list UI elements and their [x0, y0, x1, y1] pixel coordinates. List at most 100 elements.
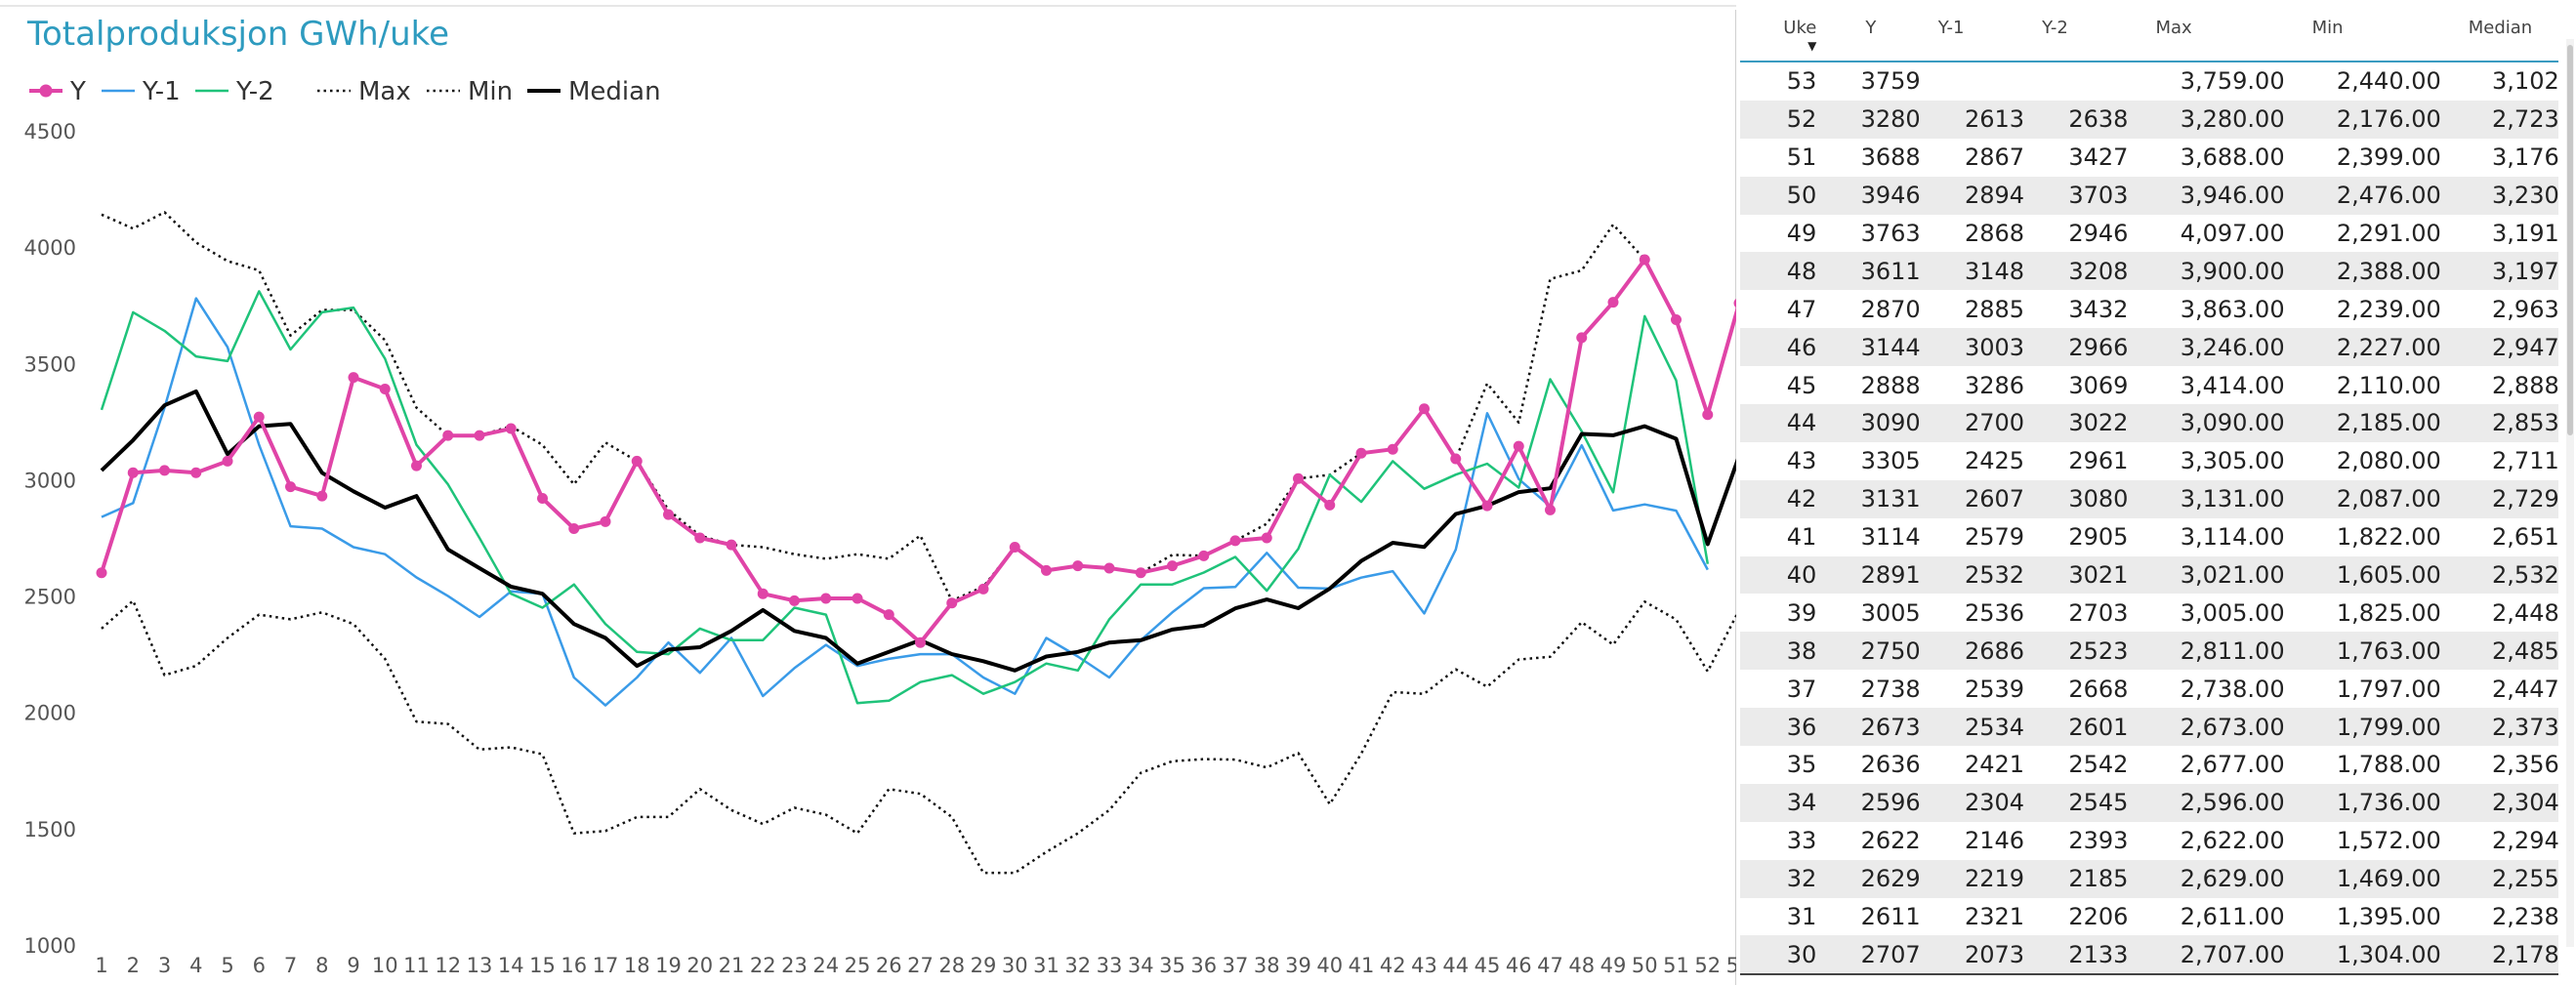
legend-item-median[interactable]: Median	[527, 77, 661, 106]
sort-desc-icon[interactable]: ▼	[1807, 39, 1817, 53]
series-y-point[interactable]	[1072, 560, 1084, 572]
series-y-point[interactable]	[789, 595, 800, 606]
table-row[interactable]: 37 2738 2539 2668 2,738.00 1,797.00 2,447.00	[1740, 670, 2558, 708]
series-y-point[interactable]	[190, 467, 202, 478]
series-y-point[interactable]	[883, 609, 894, 621]
series-y-point[interactable]	[1103, 562, 1115, 574]
series-y-point[interactable]	[1702, 409, 1714, 421]
cell-uke: 47	[1786, 295, 1817, 323]
legend-item-y-2[interactable]: Y-2	[195, 77, 274, 106]
series-y-point[interactable]	[1355, 447, 1367, 459]
series-y-point[interactable]	[348, 372, 359, 384]
series-y-point[interactable]	[568, 522, 580, 534]
series-y-point[interactable]	[631, 455, 643, 467]
series-y-point[interactable]	[1135, 567, 1146, 579]
table-row[interactable]: 53 3759 3,759.00 2,440.00 3,102.50	[1740, 62, 2558, 101]
table-row[interactable]: 51 3688 2867 3427 3,688.00 2,399.00 3,176.00	[1740, 139, 2558, 177]
header-max[interactable]: Max	[2128, 10, 2285, 62]
cell-uke: 33	[1786, 827, 1817, 855]
series-y-point[interactable]	[977, 583, 989, 595]
series-y-point[interactable]	[474, 430, 485, 441]
series-y-point[interactable]	[726, 539, 737, 551]
series-y-point[interactable]	[1387, 443, 1398, 455]
header-y-1[interactable]: Y-1	[1920, 10, 2025, 62]
table-scrollbar-track[interactable]	[2566, 39, 2574, 947]
table-row[interactable]: 41 3114 2579 2905 3,114.00 1,822.00 2,651.00	[1740, 518, 2558, 556]
series-y-point[interactable]	[1513, 440, 1524, 452]
series-y-point[interactable]	[694, 532, 706, 544]
table-row[interactable]: 31 2611 2321 2206 2,611.00 1,395.00 2,238.00	[1740, 898, 2558, 936]
series-y-point[interactable]	[96, 567, 107, 579]
series-y-point[interactable]	[1419, 403, 1430, 415]
series-y-point[interactable]	[1167, 560, 1178, 572]
series-y-point[interactable]	[663, 509, 674, 520]
series-y-point[interactable]	[600, 515, 611, 527]
table-scrollbar-thumb[interactable]	[2567, 45, 2573, 435]
series-y-point[interactable]	[442, 430, 454, 441]
series-y-point[interactable]	[1324, 499, 1336, 511]
series-y-point[interactable]	[379, 383, 391, 394]
series-y-point[interactable]	[946, 597, 958, 609]
legend-item-y[interactable]: Y	[29, 77, 86, 106]
series-y-point[interactable]	[1733, 298, 1737, 308]
series-y-point[interactable]	[757, 588, 769, 599]
series-y-point[interactable]	[1198, 550, 1210, 561]
table-row[interactable]: 47 2870 2885 3432 3,863.00 2,239.00 2,963.00	[1740, 290, 2558, 328]
series-y-point[interactable]	[1545, 504, 1556, 515]
series-y-point[interactable]	[316, 490, 328, 502]
header-y[interactable]: Y	[1816, 10, 1921, 62]
series-y-point[interactable]	[1576, 332, 1588, 344]
header-uke[interactable]: Uke ▼	[1740, 10, 1817, 62]
series-y-point[interactable]	[1009, 542, 1020, 554]
series-y-point[interactable]	[411, 460, 422, 472]
series-y-point[interactable]	[1293, 472, 1304, 484]
series-y-point[interactable]	[285, 481, 296, 493]
series-y-point[interactable]	[1639, 254, 1650, 266]
table-row[interactable]: 39 3005 2536 2703 3,005.00 1,825.00 2,448.00	[1740, 594, 2558, 632]
series-y-point[interactable]	[222, 455, 233, 467]
series-y-point[interactable]	[1261, 532, 1272, 544]
x-tick-label: 53	[1726, 954, 1736, 977]
series-y-point[interactable]	[1041, 564, 1052, 576]
cell-median: 2,532.00	[2440, 555, 2558, 595]
header-median[interactable]: Median	[2440, 10, 2558, 62]
table-row[interactable]: 43 3305 2425 2961 3,305.00 2,080.00 2,711.00	[1740, 442, 2558, 480]
cell-max: 2,622.00	[2180, 827, 2285, 855]
series-y-point[interactable]	[1607, 297, 1619, 308]
header-y-2[interactable]: Y-2	[2024, 10, 2129, 62]
series-y-point[interactable]	[915, 636, 926, 648]
series-y-point[interactable]	[1481, 500, 1493, 512]
table-row[interactable]: 33 2622 2146 2393 2,622.00 1,572.00 2,294.00	[1740, 822, 2558, 860]
cell-min: 2,087.00	[2284, 479, 2441, 518]
series-y-point[interactable]	[1229, 535, 1241, 547]
table-row[interactable]: 45 2888 3286 3069 3,414.00 2,110.00 2,888.00	[1740, 366, 2558, 404]
series-y-point[interactable]	[159, 465, 170, 476]
series-y-point[interactable]	[253, 411, 265, 423]
series-y-point[interactable]	[505, 423, 517, 434]
header-min[interactable]: Min	[2284, 10, 2441, 62]
table-row[interactable]: 35 2636 2421 2542 2,677.00 1,788.00 2,356.00	[1740, 746, 2558, 784]
series-y-point[interactable]	[1671, 313, 1682, 325]
series-y-point[interactable]	[537, 492, 548, 504]
series-y-point[interactable]	[1450, 453, 1462, 465]
series-y-point[interactable]	[820, 593, 832, 604]
series-y-1-group	[101, 297, 1709, 707]
legend-item-y-1[interactable]: Y-1	[102, 77, 181, 106]
legend-item-min[interactable]: Min	[427, 77, 513, 106]
series-y-point[interactable]	[852, 593, 863, 604]
series-y-point[interactable]	[127, 467, 139, 478]
table-row[interactable]: 49 3763 2868 2946 4,097.00 2,291.00 3,191.00	[1740, 215, 2558, 253]
legend-item-max[interactable]: Max	[317, 77, 411, 106]
